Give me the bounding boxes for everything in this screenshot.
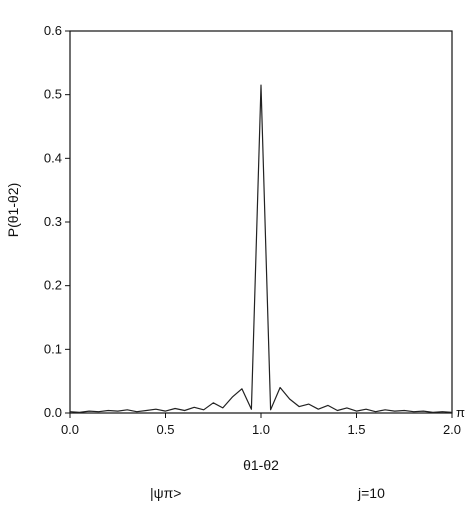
series-line <box>69 84 453 413</box>
x-axis-ticks: 0.0 0.5 1.0 1.5 2.0 <box>61 413 461 437</box>
x-axis-label: θ1-θ2 <box>243 457 279 473</box>
svg-text:π: π <box>456 405 465 420</box>
y-tick-label: 0.4 <box>44 150 62 165</box>
y-tick-label: 0.0 <box>44 405 62 420</box>
y-axis-ticks: 0.0 0.1 0.2 0.3 0.4 0.5 0.6 <box>44 23 70 420</box>
y-tick-label: 0.1 <box>44 341 62 356</box>
x-tick-label: 2.0 <box>443 422 461 437</box>
x-unit-label: π <box>456 405 465 420</box>
caption-left: |ψπ> <box>150 485 181 501</box>
x-tick-label: 0.5 <box>156 422 174 437</box>
x-tick-label: 0.0 <box>61 422 79 437</box>
caption-right: j=10 <box>357 485 385 501</box>
y-tick-label: 0.3 <box>44 214 62 229</box>
y-tick-label: 0.5 <box>44 87 62 102</box>
y-tick-label: 0.2 <box>44 278 62 293</box>
x-tick-label: 1.5 <box>347 422 365 437</box>
y-tick-label: 0.6 <box>44 23 62 38</box>
y-axis-label: P(θ1-θ2) <box>5 183 21 237</box>
x-tick-label: 1.0 <box>252 422 270 437</box>
